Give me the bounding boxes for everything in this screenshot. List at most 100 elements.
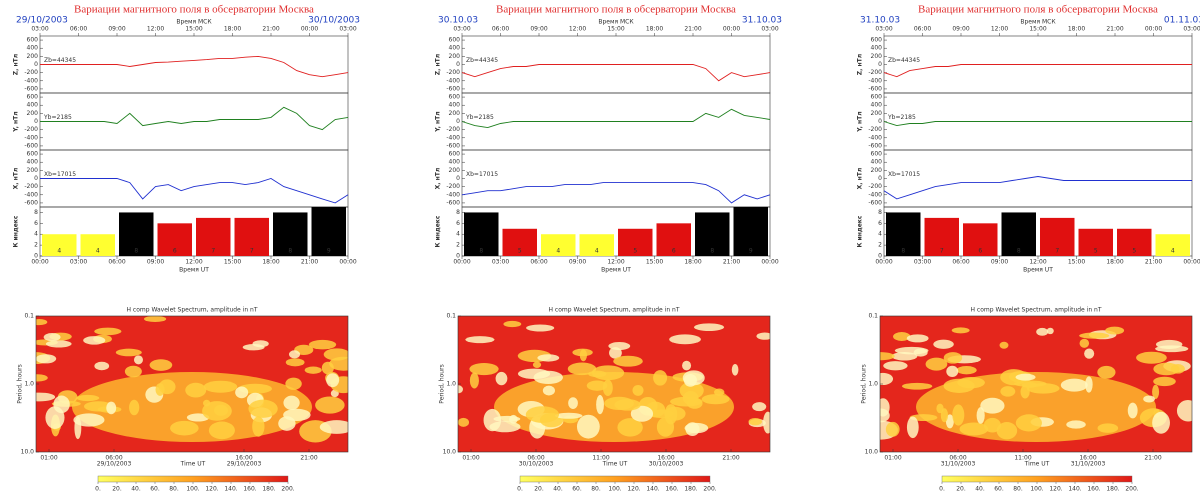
channel-frame <box>883 149 1193 208</box>
y-tick-label: 0 <box>878 61 882 68</box>
y-tick-label: -600 <box>446 199 460 206</box>
spectrum-blob <box>208 421 235 440</box>
colorbar-label: 60. <box>572 486 582 493</box>
trace <box>40 178 349 204</box>
spectrum-blob <box>893 332 911 341</box>
k-value-label: 8 <box>1017 248 1021 255</box>
k-tick-label: 0 <box>878 253 882 260</box>
spectrum-blob <box>248 399 278 418</box>
spectrum-blob <box>1079 338 1090 348</box>
x-tick-label: 03:00 <box>70 259 87 266</box>
spectrum-blob <box>956 365 977 375</box>
spectrum-blob <box>568 397 578 409</box>
spectrum-blob <box>576 414 600 439</box>
y-tick-label: 0 <box>456 61 460 68</box>
k-value-label: 7 <box>211 248 215 255</box>
k-value-label: 5 <box>633 248 637 255</box>
top-tick-label: 03:00 <box>339 26 356 33</box>
k-bar <box>579 234 614 256</box>
spectrum-blob <box>76 394 100 402</box>
k-tick-label: 8 <box>34 209 38 216</box>
k-bar <box>273 212 308 256</box>
date-tick-label: 31/10/2003 <box>941 461 976 468</box>
x-tick-label: 21:00 <box>1144 455 1161 462</box>
y-tick-label: 0 <box>878 118 882 125</box>
x-tick-label: 16:00 <box>657 455 674 462</box>
spectrum-blob <box>731 363 739 376</box>
y-tick-label: -200 <box>868 69 882 76</box>
y-tick-label: 1.0 <box>446 381 456 388</box>
k-value-label: 8 <box>710 248 714 255</box>
k-label: К индекс <box>13 215 20 247</box>
y-tick-label: -200 <box>24 69 38 76</box>
spectrum-blob <box>469 362 499 376</box>
k-tick-label: 8 <box>456 209 460 216</box>
spectrum-blob <box>1153 376 1176 387</box>
y-tick-label: 400 <box>27 45 39 52</box>
colorbar-label: 200. <box>703 486 716 493</box>
spectrum-blob <box>1015 414 1042 432</box>
spectrum-blob <box>694 323 725 332</box>
channel-label: X, нТл <box>435 168 442 190</box>
spectrum-blob <box>133 355 143 365</box>
x-tick-label: 09:00 <box>991 259 1008 266</box>
date-tick-label: 31/10/2003 <box>1071 461 1106 468</box>
k-value-label: 4 <box>57 248 61 255</box>
date-tick-label: 29/10/2003 <box>227 461 262 468</box>
k-tick-label: 2 <box>34 242 38 249</box>
colorbar-label: 200. <box>281 486 294 493</box>
k-bar <box>1117 228 1152 256</box>
y-tick-label: 400 <box>449 45 461 52</box>
top-tick-label: 03:00 <box>453 26 470 33</box>
k-bar <box>963 223 998 256</box>
spectrum-blob <box>613 355 643 367</box>
y-tick-label: 200 <box>871 53 883 60</box>
colorbar-label: 100. <box>1030 486 1043 493</box>
y-tick-label: 200 <box>871 167 883 174</box>
y-tick-label: -600 <box>868 199 882 206</box>
y-axis-label: Period, hours <box>439 364 446 403</box>
colorbar <box>97 475 289 483</box>
date-left: 31.10.03 <box>860 16 900 26</box>
channel-label: Z, нТл <box>13 54 20 75</box>
y-tick-label: 10.0 <box>865 449 879 456</box>
spectrum-blob <box>503 320 522 328</box>
spectrum-blob <box>288 350 301 359</box>
k-bar <box>1078 228 1113 256</box>
y-tick-label: 1.0 <box>868 381 878 388</box>
k-bar <box>656 223 691 256</box>
y-tick-label: 200 <box>871 110 883 117</box>
k-value-label: 9 <box>749 248 753 255</box>
spectrum-blob <box>1046 327 1054 335</box>
k-bar <box>924 217 959 256</box>
spectrum-blob <box>669 334 701 345</box>
spectrum-blob <box>586 380 608 391</box>
spectrum-blob <box>952 404 965 426</box>
spectrum-blob <box>649 409 674 419</box>
top-tick-label: 06:00 <box>70 26 87 33</box>
panel-title: Вариации магнитного поля в обсерватории … <box>74 4 314 16</box>
colorbar-label: 140. <box>224 486 237 493</box>
spectrum-blob <box>1000 386 1016 397</box>
channel-base: Xb=17015 <box>44 171 76 178</box>
y-tick-label: 0 <box>456 118 460 125</box>
spectrum-blob <box>45 340 72 348</box>
date-tick-label: 30/10/2003 <box>649 461 684 468</box>
channel-label: Y, нТл <box>435 111 442 132</box>
y-tick-label: -400 <box>868 77 882 84</box>
x-axis-label: Time UT <box>1024 461 1050 468</box>
k-value-label: 6 <box>173 248 177 255</box>
trace <box>40 106 349 131</box>
k-tick-label: 2 <box>456 242 460 249</box>
y-tick-label: -400 <box>446 191 460 198</box>
top-tick-label: 09:00 <box>952 26 969 33</box>
top-tick-label: 15:00 <box>607 26 624 33</box>
spectrum-blob <box>752 402 767 412</box>
x-tick-label: 15:00 <box>1068 259 1085 266</box>
spectrum-blob <box>36 354 57 364</box>
spectrum-blob <box>483 408 502 432</box>
spectrum-blob <box>656 417 675 437</box>
top-tick-label: 18:00 <box>224 26 241 33</box>
x-tick-label: 00:00 <box>875 259 892 266</box>
